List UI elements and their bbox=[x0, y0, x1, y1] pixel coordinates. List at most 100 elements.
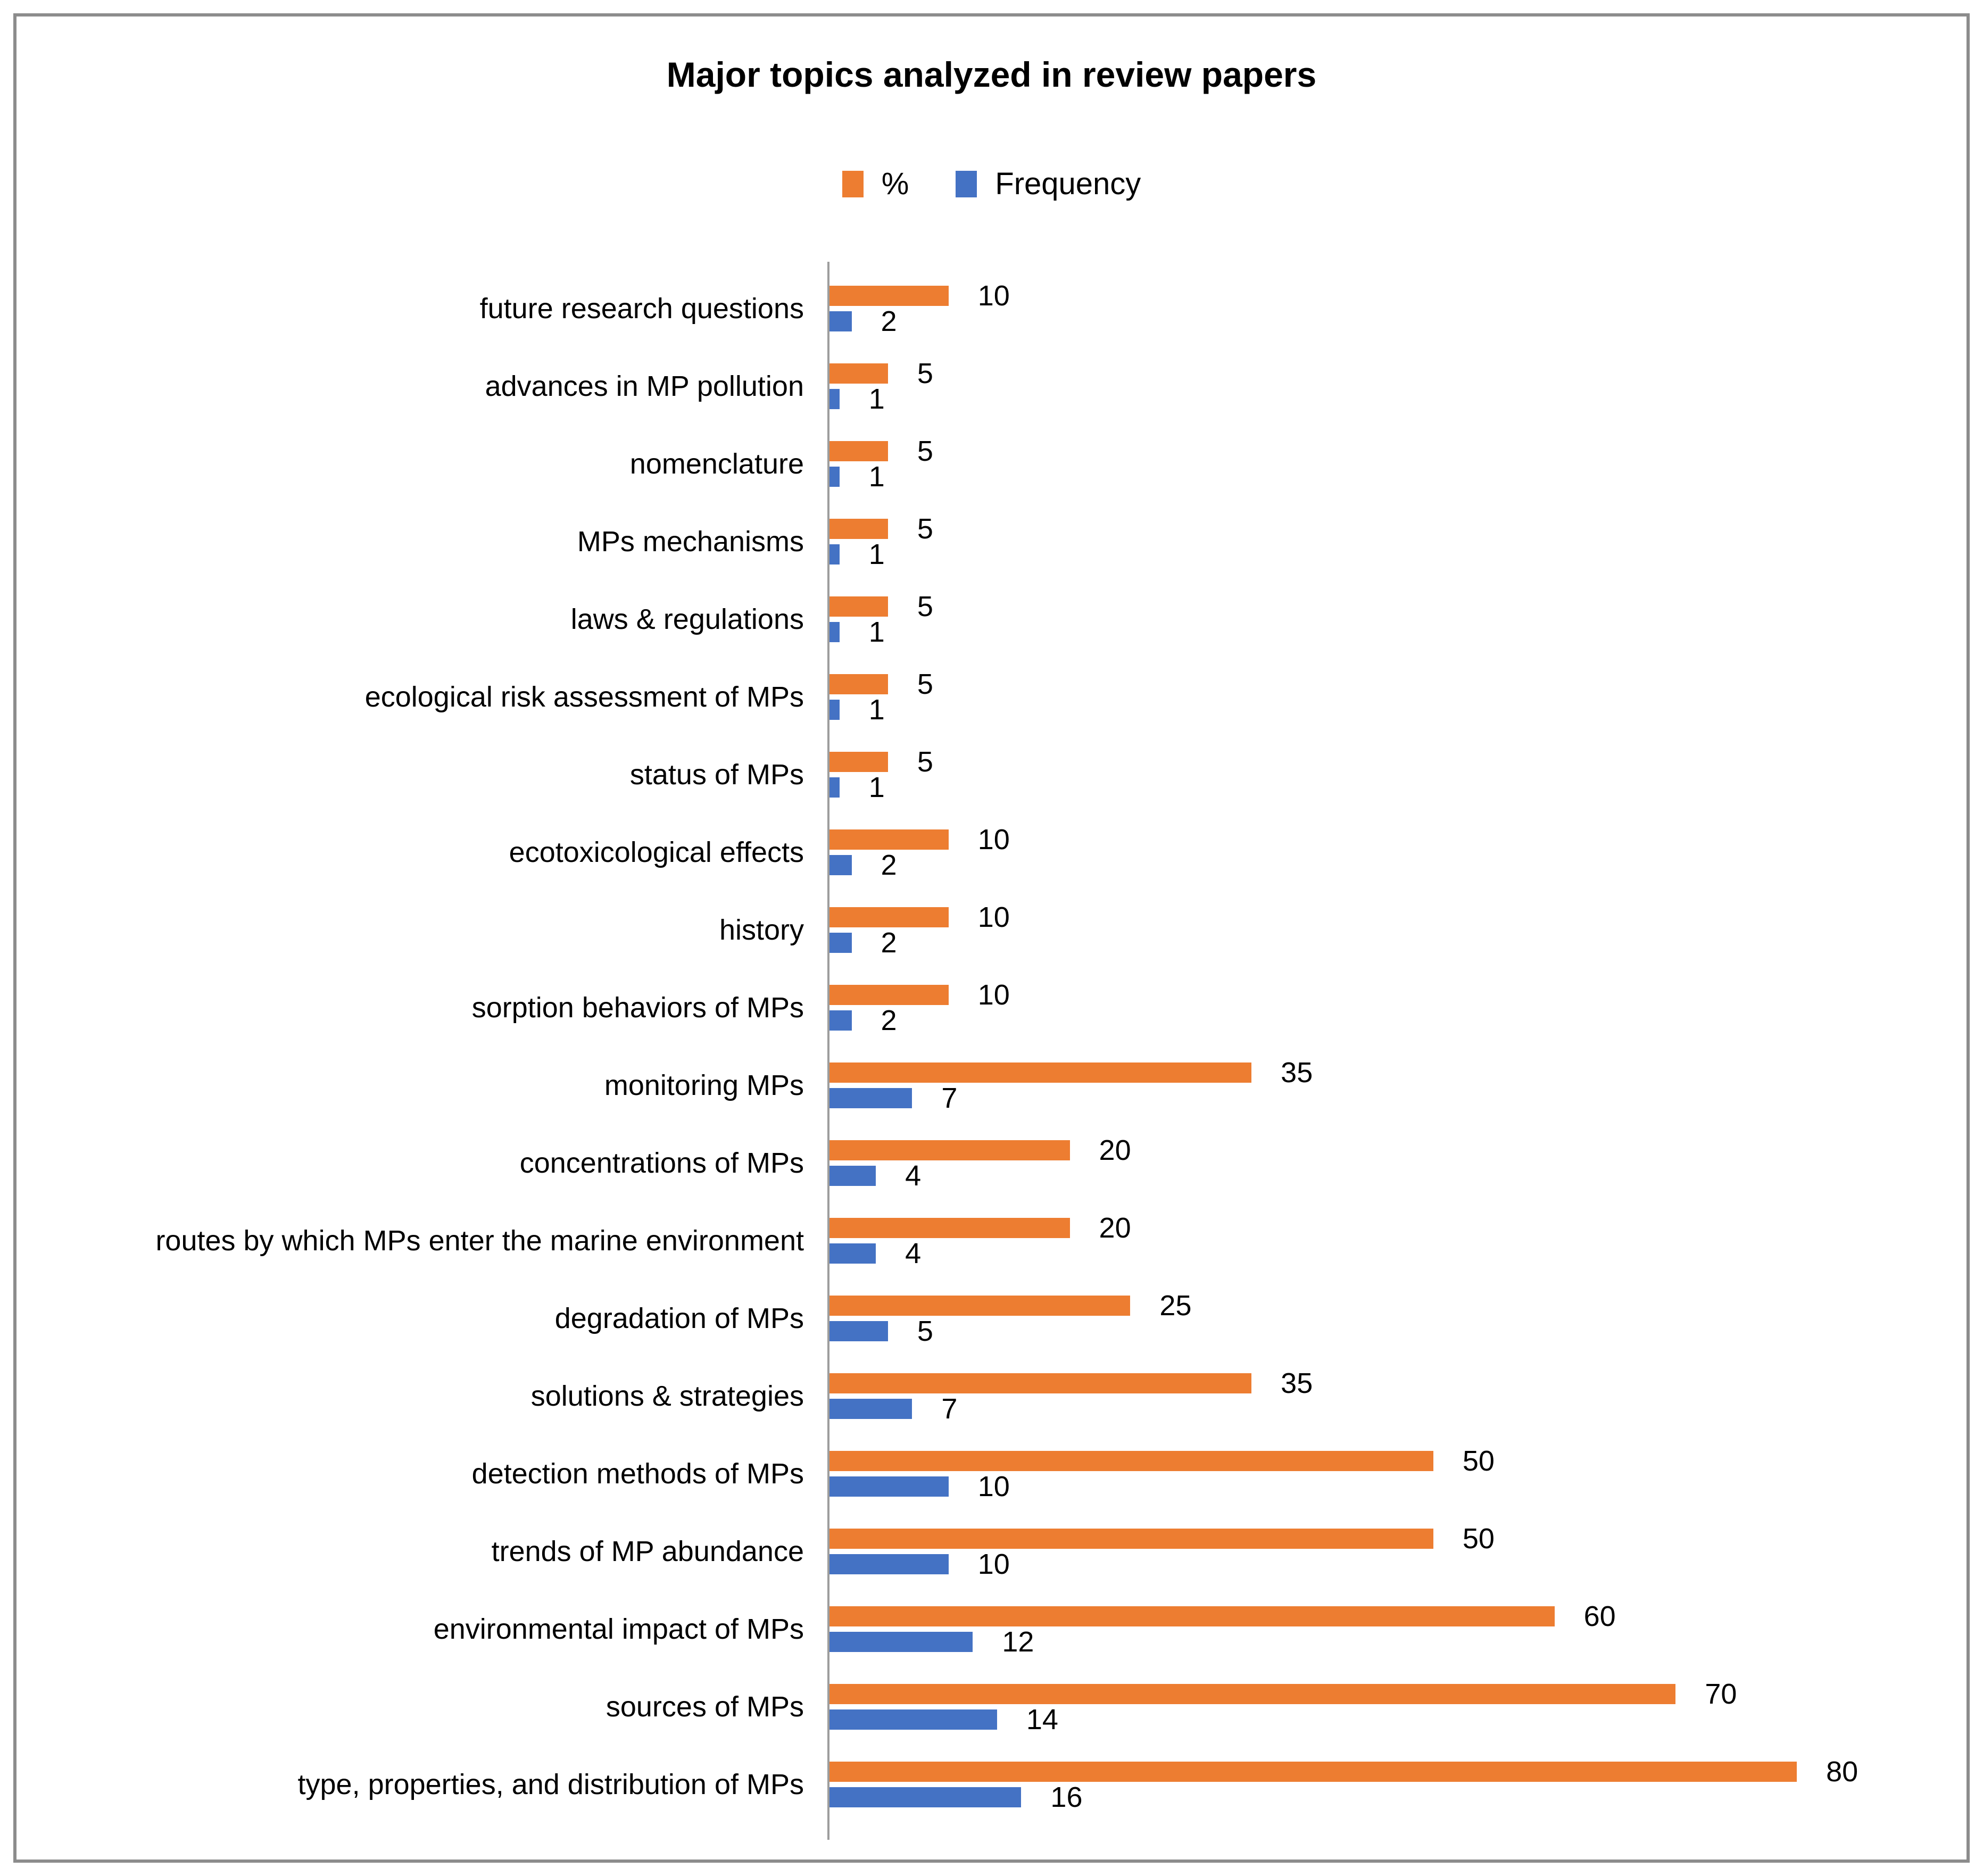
percent-bar-line: 5 bbox=[827, 670, 1967, 699]
chart-title: Major topics analyzed in review papers bbox=[666, 55, 1317, 94]
percent-value-label: 5 bbox=[917, 358, 933, 390]
category-row: concentrations of MPs 20 4 bbox=[16, 1124, 1967, 1202]
percent-value-label: 80 bbox=[1826, 1756, 1858, 1788]
percent-bar bbox=[827, 1062, 1252, 1083]
bar-group: 60 12 bbox=[827, 1602, 1967, 1656]
frequency-bar-line: 10 bbox=[827, 1550, 1967, 1579]
frequency-bar-line: 5 bbox=[827, 1317, 1967, 1346]
percent-value-label: 10 bbox=[977, 901, 1010, 934]
frequency-value-label: 1 bbox=[868, 616, 885, 649]
plot-area: future research questions 10 2 advances in … bbox=[16, 262, 1967, 1840]
frequency-value-label: 14 bbox=[1026, 1704, 1058, 1736]
bar-group: 10 2 bbox=[827, 825, 1967, 879]
percent-bar bbox=[827, 1373, 1252, 1394]
frequency-bar-line: 16 bbox=[827, 1783, 1967, 1812]
bar-group: 20 4 bbox=[827, 1136, 1967, 1190]
percent-value-label: 5 bbox=[917, 746, 933, 778]
frequency-bar bbox=[827, 1010, 852, 1031]
frequency-value-label: 4 bbox=[905, 1160, 922, 1192]
frequency-bar-line: 2 bbox=[827, 928, 1967, 957]
percent-value-label: 20 bbox=[1099, 1134, 1131, 1167]
percent-legend-swatch bbox=[842, 170, 864, 197]
frequency-bar-line: 10 bbox=[827, 1472, 1967, 1501]
frequency-bar-line: 4 bbox=[827, 1239, 1967, 1268]
frequency-bar bbox=[827, 777, 840, 798]
frequency-bar bbox=[827, 855, 852, 876]
percent-bar-line: 10 bbox=[827, 903, 1967, 932]
frequency-value-label: 7 bbox=[941, 1393, 958, 1425]
frequency-bar-line: 7 bbox=[827, 1084, 1967, 1113]
percent-value-label: 5 bbox=[917, 435, 933, 468]
bar-group: 25 5 bbox=[827, 1291, 1967, 1346]
frequency-bar bbox=[827, 467, 840, 487]
category-label: MPs mechanisms bbox=[577, 525, 804, 558]
percent-bar bbox=[827, 519, 888, 539]
category-label: environmental impact of MPs bbox=[433, 1613, 804, 1645]
frequency-bar bbox=[827, 389, 840, 410]
percent-value-label: 60 bbox=[1583, 1600, 1616, 1633]
percent-bar-line: 25 bbox=[827, 1291, 1967, 1320]
category-label: history bbox=[719, 914, 804, 946]
percent-bar-line: 5 bbox=[827, 359, 1967, 388]
frequency-bar-line: 1 bbox=[827, 773, 1967, 802]
percent-value-label: 25 bbox=[1159, 1290, 1192, 1322]
frequency-bar bbox=[827, 311, 852, 332]
frequency-value-label: 1 bbox=[868, 383, 885, 416]
percent-value-label: 50 bbox=[1462, 1523, 1495, 1555]
frequency-bar bbox=[827, 1166, 876, 1186]
percent-bar bbox=[827, 596, 888, 617]
percent-bar-line: 35 bbox=[827, 1058, 1967, 1087]
percent-bar bbox=[827, 674, 888, 695]
frequency-value-label: 1 bbox=[868, 771, 885, 804]
percent-bar-line: 50 bbox=[827, 1524, 1967, 1553]
category-row: type, properties, and distribution of MP… bbox=[16, 1746, 1967, 1823]
frequency-bar-line: 1 bbox=[827, 695, 1967, 724]
percent-bar bbox=[827, 1762, 1797, 1782]
bar-group: 35 7 bbox=[827, 1058, 1967, 1113]
frequency-value-label: 1 bbox=[868, 694, 885, 726]
frequency-value-label: 10 bbox=[977, 1471, 1010, 1503]
frequency-bar-line: 2 bbox=[827, 1006, 1967, 1035]
frequency-bar-line: 2 bbox=[827, 851, 1967, 879]
percent-value-label: 5 bbox=[917, 513, 933, 545]
frequency-value-label: 7 bbox=[941, 1082, 958, 1115]
category-label: detection methods of MPs bbox=[471, 1457, 804, 1490]
percent-value-label: 5 bbox=[917, 668, 933, 701]
percent-bar-line: 5 bbox=[827, 592, 1967, 621]
frequency-bar bbox=[827, 1476, 949, 1497]
percent-bar-line: 35 bbox=[827, 1369, 1967, 1398]
legend: % Frequency bbox=[16, 166, 1967, 202]
frequency-value-label: 1 bbox=[868, 538, 885, 571]
legend-item-frequency: Frequency bbox=[956, 166, 1141, 202]
category-row: status of MPs 5 1 bbox=[16, 736, 1967, 814]
category-label: monitoring MPs bbox=[604, 1069, 804, 1101]
category-row: trends of MP abundance 50 10 bbox=[16, 1513, 1967, 1590]
category-label: sorption behaviors of MPs bbox=[471, 991, 804, 1024]
category-label: ecological risk assessment of MPs bbox=[364, 680, 804, 713]
frequency-bar bbox=[827, 1321, 888, 1342]
category-row: routes by which MPs enter the marine env… bbox=[16, 1202, 1967, 1280]
frequency-bar bbox=[827, 544, 840, 565]
bar-group: 80 16 bbox=[827, 1757, 1967, 1812]
category-row: history 10 2 bbox=[16, 891, 1967, 969]
category-axis-line bbox=[827, 262, 829, 1840]
percent-bar-line: 5 bbox=[827, 514, 1967, 543]
percent-bar bbox=[827, 752, 888, 773]
frequency-bar-line: 1 bbox=[827, 385, 1967, 413]
category-label: routes by which MPs enter the marine env… bbox=[155, 1224, 804, 1257]
bar-group: 10 2 bbox=[827, 981, 1967, 1035]
category-row: laws & regulations 5 1 bbox=[16, 580, 1967, 658]
category-label: solutions & strategies bbox=[530, 1380, 804, 1412]
percent-bar bbox=[827, 907, 949, 928]
percent-bar bbox=[827, 441, 888, 462]
frequency-bar-line: 12 bbox=[827, 1628, 1967, 1656]
category-row: sources of MPs 70 14 bbox=[16, 1668, 1967, 1746]
frequency-bar bbox=[827, 933, 852, 953]
percent-bar-line: 10 bbox=[827, 981, 1967, 1009]
frequency-value-label: 2 bbox=[881, 305, 897, 338]
frequency-bar-line: 4 bbox=[827, 1161, 1967, 1190]
frequency-bar-line: 1 bbox=[827, 462, 1967, 491]
